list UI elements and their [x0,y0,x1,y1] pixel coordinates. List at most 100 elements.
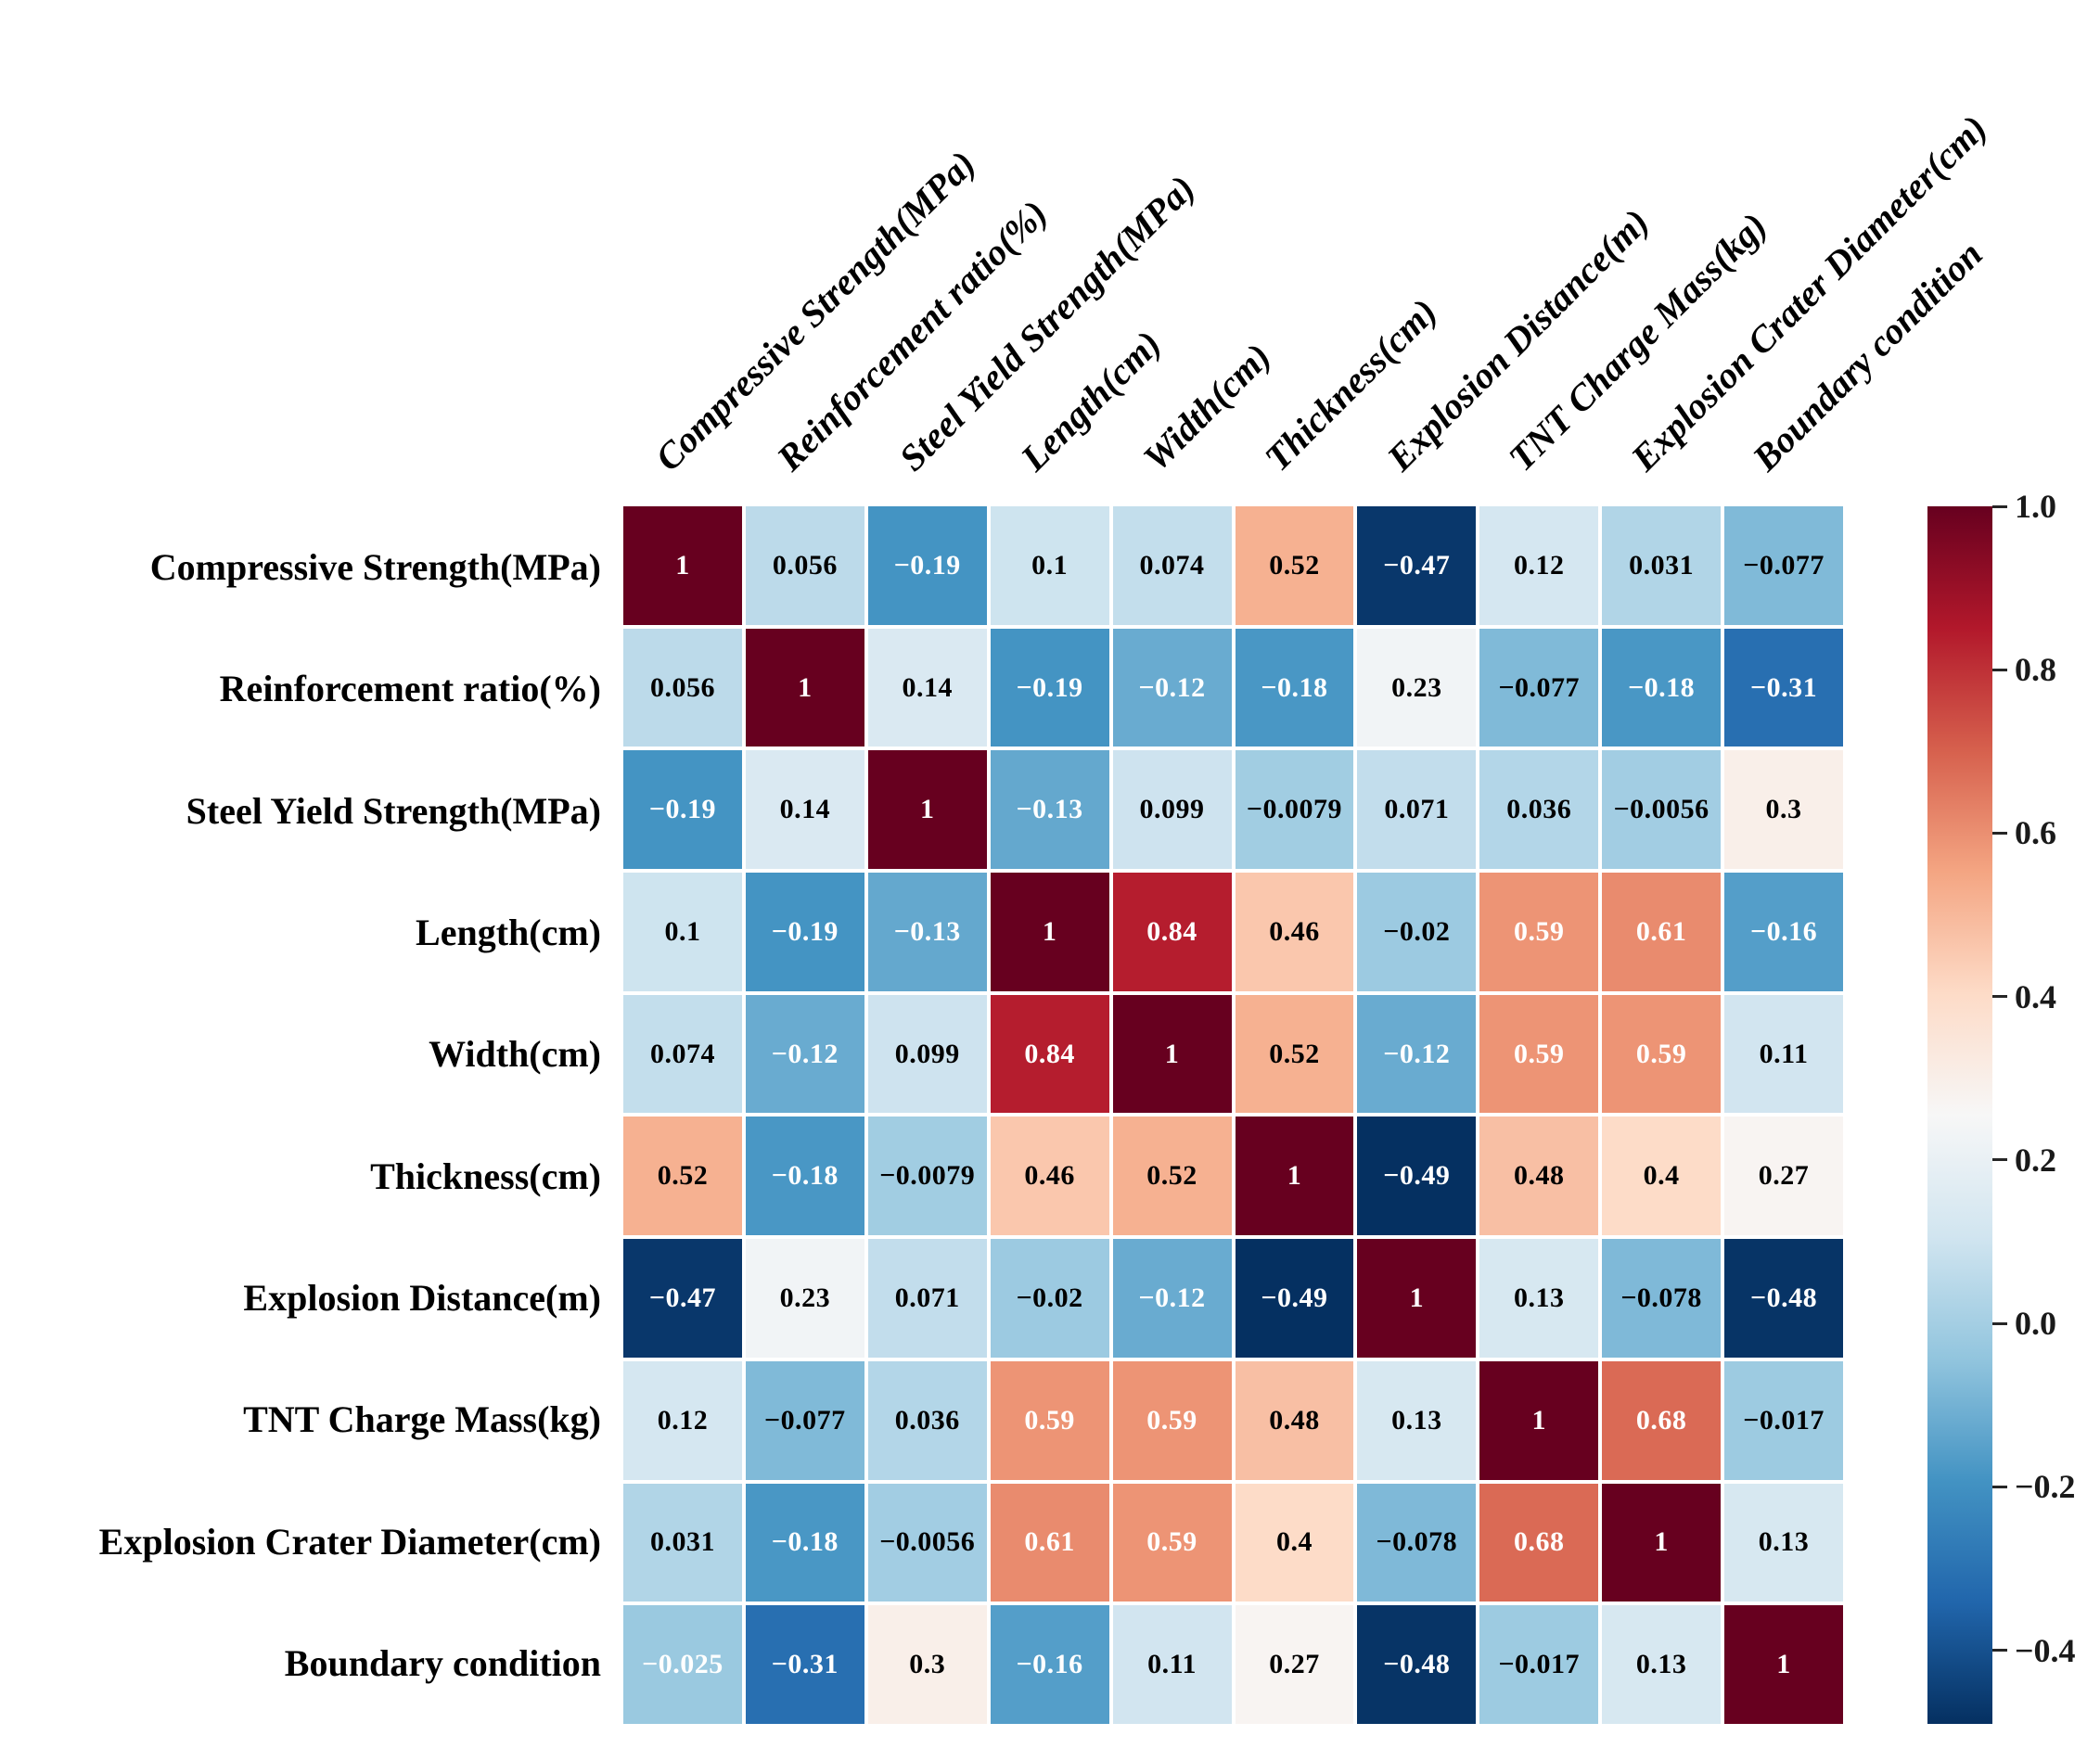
heatmap-cell: 0.11 [1724,994,1843,1114]
heatmap-cell: 0.48 [1235,1360,1354,1480]
heatmap-cell: 1 [745,628,864,747]
heatmap-cell: 0.4 [1602,1117,1722,1236]
heatmap-cell: −0.48 [1357,1605,1477,1724]
heatmap-cell: −0.16 [1724,873,1843,991]
heatmap-cell: 0.099 [867,994,987,1114]
heatmap-cell: −0.19 [867,506,987,625]
row-label: Width(cm) [429,1033,601,1076]
heatmap-cell: 0.12 [623,1360,742,1480]
row-label: Thickness(cm) [370,1155,601,1197]
heatmap-cell: −0.13 [990,750,1109,870]
colorbar-tick-label: 0.0 [2015,1305,2056,1343]
heatmap-cell: 0.52 [1235,994,1354,1114]
colorbar-tick [1992,831,2007,835]
heatmap-cell: 0.031 [1602,506,1722,625]
heatmap-cell: −0.0079 [867,1117,987,1236]
heatmap-cell: 0.1 [623,873,742,991]
colorbar-tick [1992,995,2007,999]
heatmap-cell: 1 [1479,1360,1599,1480]
heatmap-cell: −0.49 [1235,1239,1354,1358]
colorbar-tick-label: 1.0 [2015,488,2056,525]
heatmap-cell: −0.47 [1357,506,1477,625]
heatmap-cell: −0.02 [990,1239,1109,1358]
row-label: TNT Charge Mass(kg) [243,1398,601,1441]
heatmap-cell: 0.099 [1112,750,1232,870]
colorbar-tick-label: 0.4 [2015,977,2056,1015]
heatmap-cell: 0.4 [1235,1483,1354,1602]
heatmap-cell: 1 [867,750,987,870]
heatmap-cell: −0.18 [1235,628,1354,747]
heatmap-cell: 0.13 [1602,1605,1722,1724]
heatmap-cell: −0.078 [1602,1239,1722,1358]
heatmap-cell: −0.02 [1357,873,1477,991]
heatmap-cell: −0.31 [745,1605,864,1724]
heatmap-cell: −0.12 [745,994,864,1114]
heatmap-cell: 0.036 [867,1360,987,1480]
heatmap-cell: 0.27 [1235,1605,1354,1724]
heatmap-cell: 0.031 [623,1483,742,1602]
heatmap-cell: 0.84 [1112,873,1232,991]
heatmap-cell: −0.017 [1479,1605,1599,1724]
heatmap-cell: 0.68 [1602,1360,1722,1480]
row-label: Explosion Distance(m) [243,1276,601,1319]
heatmap-cell: 0.59 [1602,994,1722,1114]
row-label: Steel Yield Strength(MPa) [186,789,601,832]
heatmap-cell: −0.0079 [1235,750,1354,870]
heatmap-cell: −0.19 [745,873,864,991]
row-label: Compressive Strength(MPa) [149,546,601,589]
heatmap-cell: −0.0056 [867,1483,987,1602]
heatmap-cell: 0.48 [1479,1117,1599,1236]
colorbar-tick [1992,1158,2007,1162]
heatmap-cell: 0.074 [1112,506,1232,625]
heatmap-cell: 0.59 [990,1360,1109,1480]
heatmap-cell: 1 [1112,994,1232,1114]
heatmap-cell: −0.18 [745,1483,864,1602]
heatmap-cell: 0.074 [623,994,742,1114]
column-label: Boundary condition [1744,233,1991,479]
heatmap-cell: 0.84 [990,994,1109,1114]
heatmap-cell: −0.017 [1724,1360,1843,1480]
heatmap-cell: 1 [1724,1605,1843,1724]
heatmap-cell: 0.14 [867,628,987,747]
heatmap-cell: 0.3 [1724,750,1843,870]
colorbar-tick [1992,1321,2007,1325]
heatmap-cell: 0.1 [990,506,1109,625]
heatmap-cell: 0.52 [1112,1117,1232,1236]
heatmap-cell: 0.056 [745,506,864,625]
heatmap-cell: −0.12 [1357,994,1477,1114]
heatmap-cell: −0.18 [745,1117,864,1236]
heatmap-cell: 0.056 [623,628,742,747]
heatmap-cell: −0.025 [623,1605,742,1724]
heatmap-cell: 0.13 [1479,1239,1599,1358]
heatmap-cell: −0.48 [1724,1239,1843,1358]
colorbar-tick [1992,1485,2007,1488]
heatmap-cell: 0.46 [1235,873,1354,991]
heatmap-cell: 1 [623,506,742,625]
heatmap-cell: −0.16 [990,1605,1109,1724]
heatmap-cell: 0.071 [1357,750,1477,870]
heatmap-grid: 1 0.056 −0.19 0.1 0.074 0.52 −0.47 0.12 0.031 −0.… [623,506,1843,1724]
colorbar-tick-label: −0.2 [2015,1468,2076,1506]
heatmap-cell: 0.23 [1357,628,1477,747]
heatmap-cell: −0.077 [745,1360,864,1480]
heatmap-cell: 1 [1357,1239,1477,1358]
heatmap-cell: −0.12 [1112,628,1232,747]
heatmap-cell: 0.11 [1112,1605,1232,1724]
heatmap-cell: −0.077 [1724,506,1843,625]
heatmap-cell: 0.23 [745,1239,864,1358]
heatmap-cell: 0.59 [1479,994,1599,1114]
heatmap-cell: 0.12 [1479,506,1599,625]
heatmap-cell: 0.52 [623,1117,742,1236]
heatmap-cell: 0.68 [1479,1483,1599,1602]
heatmap-cell: 1 [1602,1483,1722,1602]
heatmap-cell: 0.14 [745,750,864,870]
heatmap-cell: −0.19 [623,750,742,870]
heatmap-cell: −0.13 [867,873,987,991]
heatmap-cell: −0.18 [1602,628,1722,747]
heatmap-cell: 0.59 [1112,1483,1232,1602]
heatmap-cell: 0.27 [1724,1117,1843,1236]
heatmap-cell: −0.077 [1479,628,1599,747]
heatmap-cell: 0.036 [1479,750,1599,870]
row-label: Reinforcement ratio(%) [219,668,601,710]
